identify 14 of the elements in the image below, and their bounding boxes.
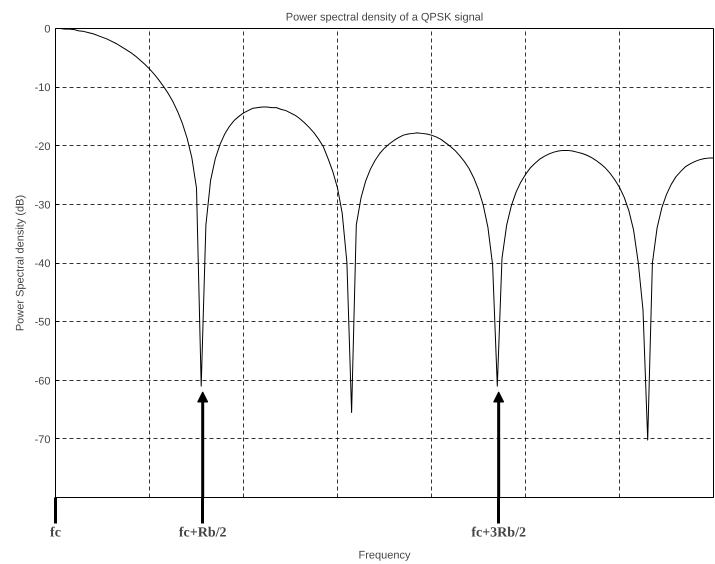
y-tick-label: -70 (34, 434, 51, 446)
y-tick-label: -10 (34, 82, 51, 94)
y-axis-title: Power Spectral density (dB) (14, 194, 27, 332)
y-tick-label: -60 (34, 375, 51, 388)
y-tick-label: -50 (34, 316, 51, 329)
text: fc+Rb/2 (178, 526, 227, 540)
y-tick-label: -40 (34, 258, 51, 270)
text: fc (50, 526, 61, 540)
y-tick-label: -20 (34, 140, 51, 153)
text: fc+3Rb/2 (471, 526, 526, 540)
y-tick-label: 0 (44, 24, 51, 36)
chart-title: Power spectral density of a QPSK signal (286, 12, 484, 24)
x-axis-title: Frequency (358, 550, 411, 562)
y-tick-label: -30 (34, 199, 51, 212)
